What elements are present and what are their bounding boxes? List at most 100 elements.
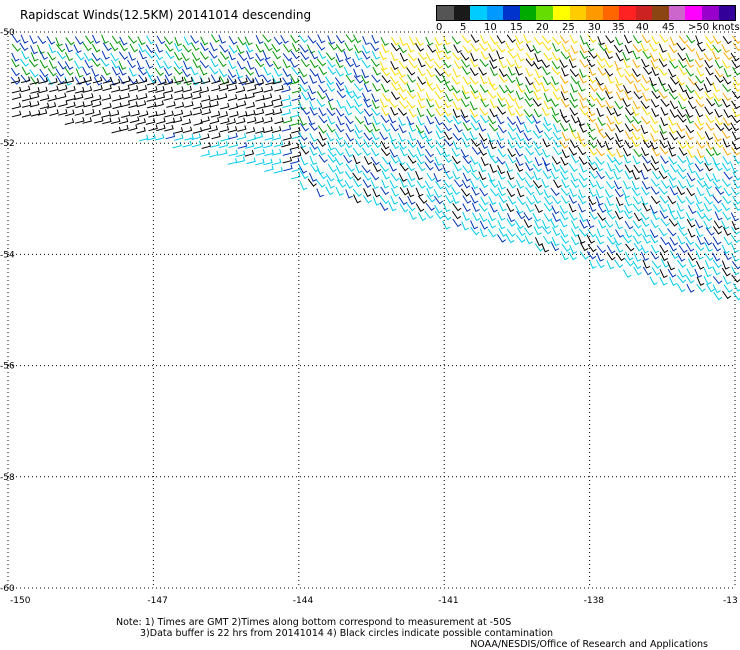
wind-barb	[462, 76, 472, 86]
wind-barb	[469, 58, 479, 68]
wind-barb	[101, 34, 109, 44]
wind-barb	[352, 172, 362, 181]
wind-barb	[525, 115, 535, 124]
wind-barb	[417, 58, 426, 68]
wind-barb	[11, 58, 20, 68]
wind-barb	[588, 259, 597, 269]
wind-barb	[470, 90, 480, 100]
wind-barb	[579, 50, 589, 60]
wind-barb	[479, 107, 489, 116]
wind-barb	[370, 42, 379, 52]
wind-barb	[371, 131, 380, 141]
wind-barb	[507, 50, 517, 59]
wind-barb	[658, 58, 668, 68]
wind-barb	[39, 59, 49, 69]
wind-barb	[559, 35, 569, 44]
wind-barb	[101, 111, 111, 118]
wind-barb	[732, 292, 740, 301]
wind-barb	[271, 158, 282, 166]
colorbar-swatch	[453, 6, 471, 20]
wind-barb	[353, 83, 364, 92]
wind-barb	[624, 114, 634, 124]
wind-barb	[542, 226, 552, 235]
wind-barb	[479, 228, 488, 238]
wind-barb	[686, 114, 694, 124]
wind-barb	[569, 92, 578, 102]
colorbar-label: 5	[460, 22, 467, 33]
wind-barb	[560, 156, 569, 166]
wind-barb	[569, 107, 579, 116]
wind-barb	[478, 42, 488, 52]
wind-barb	[415, 203, 425, 212]
wind-barb	[138, 110, 149, 118]
wind-barb	[434, 162, 443, 172]
wind-barb	[676, 210, 685, 220]
wind-barb	[649, 52, 659, 62]
wind-barb	[631, 68, 641, 78]
wind-barb	[381, 123, 391, 132]
wind-barb	[328, 42, 338, 51]
wind-barb	[686, 172, 696, 182]
wind-barb	[282, 149, 293, 156]
wind-barb	[93, 76, 103, 86]
wind-barb	[200, 133, 210, 141]
wind-barb	[316, 138, 326, 148]
wind-barb	[515, 132, 525, 142]
wind-barb	[677, 59, 687, 69]
wind-barb	[118, 117, 129, 125]
wind-barb	[667, 172, 677, 181]
colorbar-swatch	[602, 6, 620, 20]
wind-barb	[541, 82, 549, 92]
wind-barb	[487, 133, 496, 143]
wind-barb	[75, 116, 85, 124]
wind-barb	[426, 82, 436, 91]
wind-barb	[145, 44, 155, 54]
wind-barb	[137, 77, 148, 84]
wind-barb	[227, 75, 237, 84]
wind-barb	[154, 133, 165, 141]
wind-barb	[283, 164, 293, 172]
wind-barb	[192, 127, 203, 134]
wind-barb	[130, 109, 140, 117]
wind-barb	[650, 59, 659, 70]
wind-barb	[274, 84, 284, 92]
wind-barb	[487, 77, 496, 87]
wind-barb	[487, 90, 497, 99]
wind-barb	[85, 35, 95, 45]
wind-barb	[516, 52, 525, 62]
wind-barb	[451, 36, 461, 45]
wind-barb	[659, 269, 668, 279]
wind-barb	[551, 75, 560, 86]
wind-barb	[381, 106, 390, 116]
colorbar-swatch	[569, 6, 587, 20]
wind-barb	[416, 139, 426, 149]
wind-barb	[480, 51, 490, 60]
wind-barb	[568, 163, 578, 173]
wind-barb	[712, 259, 722, 269]
wind-barb	[255, 59, 265, 68]
wind-barb	[191, 52, 201, 62]
wind-barb	[551, 66, 561, 76]
wind-barb	[21, 101, 32, 108]
wind-barb	[604, 68, 614, 77]
wind-barb	[390, 36, 400, 46]
wind-barb	[183, 36, 192, 46]
wind-barb	[47, 94, 58, 102]
wind-barb	[83, 52, 93, 62]
wind-barb	[560, 91, 569, 101]
wind-barb	[110, 78, 121, 86]
wind-barb	[37, 35, 47, 45]
map-title: Rapidscat Winds(12.5KM) 20141014 descend…	[20, 8, 312, 22]
wind-barb	[579, 242, 589, 252]
wind-barb	[705, 187, 714, 197]
wind-barb	[444, 186, 454, 196]
wind-barb	[660, 218, 670, 227]
wind-barb	[452, 203, 462, 212]
wind-barb	[658, 52, 668, 62]
wind-barb	[10, 76, 21, 84]
wind-barb	[370, 180, 379, 190]
wind-barb	[543, 196, 553, 206]
wind-barb	[676, 252, 686, 262]
wind-barb	[326, 123, 336, 133]
colorbar-label: 15	[510, 22, 523, 33]
